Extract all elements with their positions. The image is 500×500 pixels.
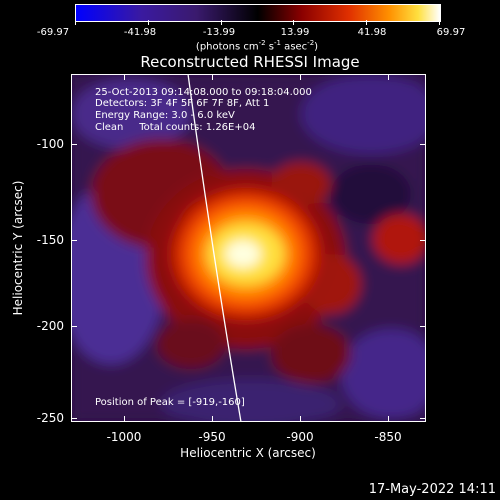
x-tick-label: -950 [198,430,226,444]
y-tickmark [420,240,426,241]
y-tickmark [71,240,77,241]
colorbar-tick-label: 13.99 [280,27,310,38]
colorbar-tick-label: -41.98 [123,27,157,38]
y-axis-label: Heliocentric Y (arcsec) [11,180,25,316]
x-tickmark [212,416,213,422]
info-energy-range: Energy Range: 3.0 - 6.0 keV [95,110,235,121]
y-tickmark [420,326,426,327]
x-tickmark [388,74,389,80]
peak-position: Position of Peak = [-919,-160] [95,397,245,408]
x-tickmark [124,416,125,422]
x-axis-label: Heliocentric X (arcsec) [180,446,316,460]
timestamp: 17-May-2022 14:11 [368,482,496,497]
x-tickmark [212,74,213,80]
colorbar-tickmark [439,20,440,25]
x-tickmark [388,416,389,422]
rhessi-image-canvas [71,74,426,422]
colorbar-tickmark [366,20,367,25]
y-tickmark [420,144,426,145]
plot-frame [71,74,426,422]
y-tick-label: -100 [36,137,64,151]
y-tickmark [71,418,77,419]
y-tick-label: -150 [36,233,64,247]
image-title: Reconstructed RHESSI Image [140,53,360,71]
colorbar-tick-label: -13.99 [202,27,236,38]
colorbar-units: (photons cm-2 s-1 asec-2) [195,39,319,53]
colorbar-tick-label: -69.97 [36,27,70,38]
info-detectors: Detectors: 3F 4F 5F 6F 7F 8F, Att 1 [95,98,270,109]
x-tickmark [124,74,125,80]
info-clean-counts: Clean Total counts: 1.26E+04 [95,122,256,133]
colorbar-tickmark [293,20,294,25]
x-tick-label: -900 [286,430,314,444]
colorbar-tickmark [221,20,222,25]
colorbar-tick-label: 41.98 [357,27,387,38]
y-tickmark [420,418,426,419]
x-tick-label: -850 [374,430,402,444]
rhessi-image [71,74,426,422]
y-tickmark [71,144,77,145]
colorbar-tickmark [148,20,149,25]
x-tickmark [300,416,301,422]
colorbar [75,4,441,22]
y-tickmark [71,326,77,327]
colorbar-tickmark [75,20,76,25]
y-tick-label: -200 [36,319,64,333]
info-time-range: 25-Oct-2013 09:14:08.000 to 09:18:04.000 [95,87,312,98]
x-tick-label: -1000 [106,430,142,444]
solar-limb-line [187,74,242,422]
y-tick-label: -250 [36,411,64,425]
x-tickmark [300,74,301,80]
colorbar-tick-label: 69.97 [436,27,466,38]
